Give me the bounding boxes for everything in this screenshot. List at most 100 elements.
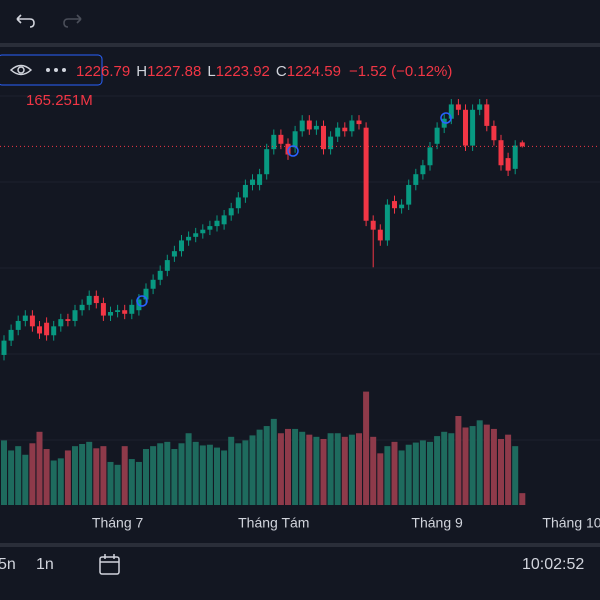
candle-body <box>363 127 369 221</box>
candle-body <box>72 310 78 321</box>
volume-bar <box>299 431 306 505</box>
candle-body <box>86 295 92 305</box>
interval-button[interactable]: 5n <box>0 556 16 573</box>
candle-body <box>22 315 28 321</box>
volume-bar <box>93 448 100 505</box>
candle-body <box>271 134 277 150</box>
volume-bar <box>498 438 504 505</box>
volume-bar <box>22 454 29 505</box>
ohlc-legend: 1226.79 H1227.88 L1223.92 C1224.59 −1.52 (−0… <box>76 63 452 80</box>
candle-body <box>129 304 135 314</box>
volume-bar <box>15 446 22 505</box>
low-label: L <box>207 63 215 80</box>
volume-bar <box>292 428 299 505</box>
volume-bar <box>270 418 277 505</box>
volume-bar <box>363 391 370 505</box>
volume-bar <box>370 436 377 505</box>
event-marker[interactable] <box>287 145 299 157</box>
change-value: −1.52 (−0.12%) <box>349 63 452 80</box>
candle-body <box>179 240 184 252</box>
candle-body <box>292 131 298 148</box>
volume-bar <box>36 431 43 505</box>
candle-body <box>8 329 14 341</box>
event-marker[interactable] <box>440 112 452 124</box>
candle-body <box>455 104 461 110</box>
close-label: C <box>276 63 287 80</box>
volume-bar <box>490 428 497 505</box>
candle-body <box>392 201 397 209</box>
volume-bar <box>72 446 78 505</box>
volume-bar <box>206 444 213 505</box>
interval-button[interactable]: 1n <box>36 556 54 573</box>
volume-bar <box>476 420 483 505</box>
top-toolbar <box>0 14 600 47</box>
volume-bar <box>79 444 86 505</box>
x-tick-label: Tháng 9 <box>411 515 463 531</box>
volume-bar <box>341 436 348 505</box>
volume-bar <box>43 449 50 505</box>
volume-bar <box>285 428 291 505</box>
volume-bar <box>128 459 135 505</box>
volume-bar <box>249 435 256 505</box>
candle-body <box>242 184 248 198</box>
open-value: 1226.79 <box>76 63 130 80</box>
candle-body <box>377 229 383 241</box>
candle-body <box>122 310 128 314</box>
volume-bar <box>419 440 426 505</box>
legend-controls[interactable] <box>0 54 103 86</box>
candle-body <box>498 140 504 166</box>
more-icon[interactable] <box>46 68 66 72</box>
volume-bar <box>214 447 220 505</box>
volume-bar <box>171 449 178 505</box>
eye-icon[interactable] <box>9 64 33 76</box>
volume-bar <box>143 449 149 505</box>
volume-bar <box>221 450 228 505</box>
candle-body <box>193 233 199 237</box>
volume-bar <box>306 434 313 505</box>
bottom-toolbar: 5n 1n 10:02:52 <box>0 543 600 575</box>
volume-bar <box>242 440 249 505</box>
volume-bar <box>192 441 199 505</box>
volume-bar <box>398 450 405 505</box>
volume-bar <box>114 464 121 505</box>
candle-body <box>58 319 64 327</box>
volume-bar <box>348 434 355 505</box>
volume-bar <box>164 441 171 505</box>
volume-bar <box>121 446 128 505</box>
candle-body <box>328 136 334 150</box>
candle-body <box>434 127 440 144</box>
undo-button[interactable] <box>16 14 35 28</box>
candle-body <box>186 236 192 241</box>
high-label: H <box>136 63 147 80</box>
toolbar-border <box>0 543 600 547</box>
candle-body <box>356 120 362 125</box>
candle-body <box>420 165 426 175</box>
volume-bar <box>100 446 107 505</box>
x-tick-label: Tháng 7 <box>92 515 144 531</box>
date-range-button[interactable] <box>99 554 120 575</box>
candle-body <box>370 220 376 230</box>
candle-body <box>399 204 405 209</box>
candle-body <box>100 303 106 316</box>
volume-bar <box>135 461 142 505</box>
volume-bar <box>57 458 64 505</box>
volume-bar <box>391 441 398 505</box>
high-value: 1227.88 <box>147 63 201 80</box>
candle-body <box>200 229 206 234</box>
candle-body <box>221 215 227 225</box>
volume-bar <box>512 446 519 505</box>
candle-body <box>413 174 419 185</box>
event-marker[interactable] <box>136 295 148 307</box>
redo-button[interactable] <box>63 14 82 28</box>
volume-bar <box>334 433 341 505</box>
volume-bar <box>313 436 320 505</box>
candle-body <box>15 320 21 330</box>
volume-bar <box>1 440 7 505</box>
candle-body <box>150 279 156 289</box>
volume-bar <box>519 493 526 505</box>
candle-body <box>79 304 85 311</box>
candle-body <box>108 312 113 316</box>
candle-body <box>406 184 412 205</box>
volume-bar <box>462 427 469 505</box>
candle-body <box>477 104 483 110</box>
